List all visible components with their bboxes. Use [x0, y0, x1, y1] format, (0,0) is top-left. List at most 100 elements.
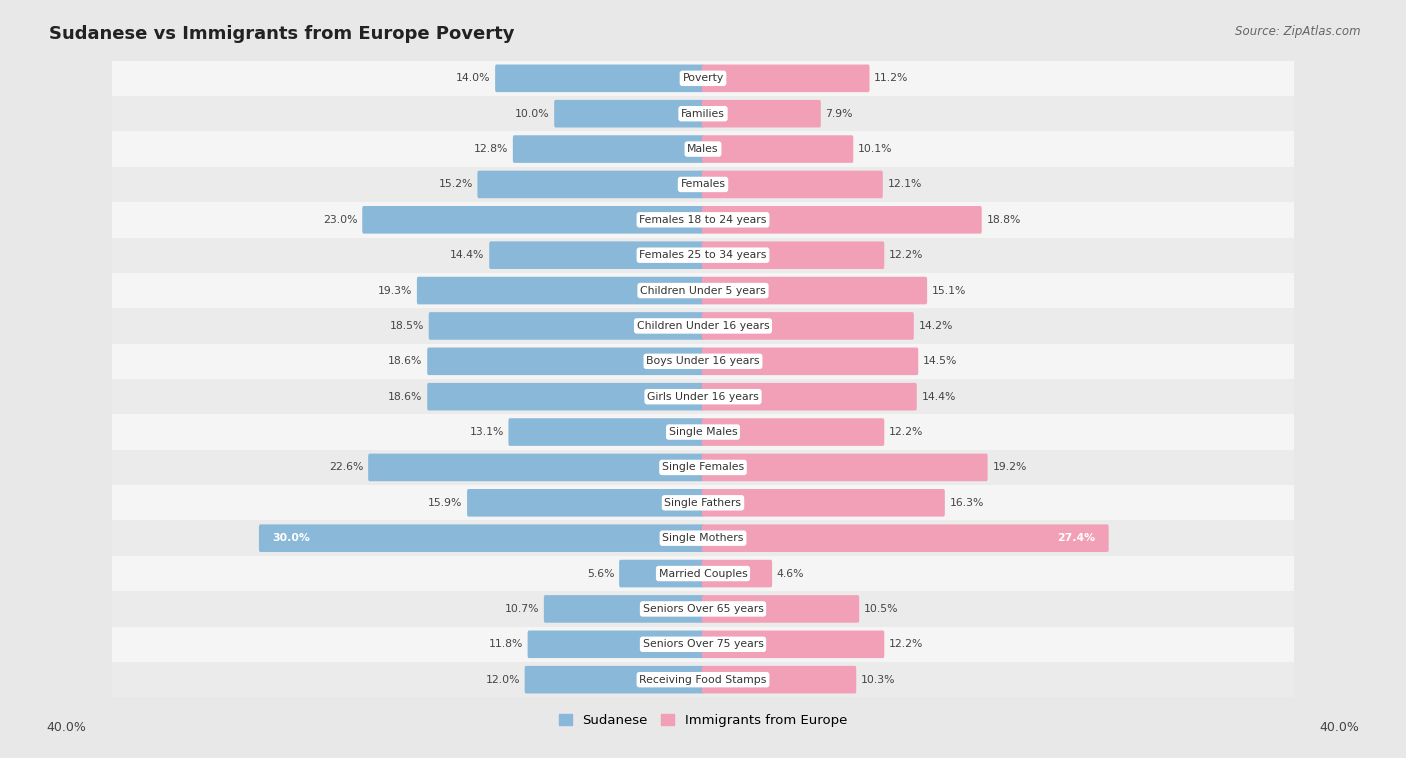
Text: 7.9%: 7.9%	[825, 108, 853, 119]
Bar	[112, 449, 1294, 485]
FancyBboxPatch shape	[544, 595, 704, 623]
FancyBboxPatch shape	[418, 277, 704, 305]
Text: Single Mothers: Single Mothers	[662, 533, 744, 543]
FancyBboxPatch shape	[527, 631, 704, 658]
FancyBboxPatch shape	[702, 418, 884, 446]
FancyBboxPatch shape	[554, 100, 704, 127]
Text: Females 18 to 24 years: Females 18 to 24 years	[640, 215, 766, 225]
Bar	[112, 485, 1294, 521]
FancyBboxPatch shape	[495, 64, 704, 92]
Text: 18.8%: 18.8%	[987, 215, 1021, 225]
Text: Seniors Over 75 years: Seniors Over 75 years	[643, 639, 763, 650]
FancyBboxPatch shape	[368, 453, 704, 481]
FancyBboxPatch shape	[702, 277, 927, 305]
FancyBboxPatch shape	[427, 347, 704, 375]
Legend: Sudanese, Immigrants from Europe: Sudanese, Immigrants from Europe	[554, 709, 852, 732]
Text: Children Under 5 years: Children Under 5 years	[640, 286, 766, 296]
Bar	[112, 662, 1294, 697]
Text: 10.0%: 10.0%	[515, 108, 550, 119]
Text: 22.6%: 22.6%	[329, 462, 363, 472]
Text: 14.5%: 14.5%	[922, 356, 957, 366]
Bar	[112, 627, 1294, 662]
FancyBboxPatch shape	[259, 525, 704, 552]
Text: 12.2%: 12.2%	[889, 639, 924, 650]
Text: Girls Under 16 years: Girls Under 16 years	[647, 392, 759, 402]
Text: 10.7%: 10.7%	[505, 604, 538, 614]
Text: Single Fathers: Single Fathers	[665, 498, 741, 508]
Text: 12.1%: 12.1%	[887, 180, 922, 190]
Bar	[112, 167, 1294, 202]
FancyBboxPatch shape	[702, 383, 917, 411]
FancyBboxPatch shape	[702, 241, 884, 269]
Bar	[112, 202, 1294, 237]
Text: 11.8%: 11.8%	[488, 639, 523, 650]
FancyBboxPatch shape	[427, 383, 704, 411]
Text: 10.3%: 10.3%	[860, 675, 896, 684]
Text: 18.6%: 18.6%	[388, 392, 422, 402]
Text: Receiving Food Stamps: Receiving Food Stamps	[640, 675, 766, 684]
Text: 19.3%: 19.3%	[378, 286, 412, 296]
Text: Females: Females	[681, 180, 725, 190]
Text: 15.1%: 15.1%	[932, 286, 966, 296]
Text: 30.0%: 30.0%	[271, 533, 309, 543]
Bar	[112, 379, 1294, 415]
FancyBboxPatch shape	[702, 64, 869, 92]
Bar	[112, 131, 1294, 167]
Bar	[112, 237, 1294, 273]
FancyBboxPatch shape	[429, 312, 704, 340]
Text: 19.2%: 19.2%	[993, 462, 1026, 472]
Text: 27.4%: 27.4%	[1057, 533, 1095, 543]
Text: Boys Under 16 years: Boys Under 16 years	[647, 356, 759, 366]
Bar	[112, 556, 1294, 591]
FancyBboxPatch shape	[702, 489, 945, 517]
Text: Females 25 to 34 years: Females 25 to 34 years	[640, 250, 766, 260]
Text: 10.1%: 10.1%	[858, 144, 893, 154]
FancyBboxPatch shape	[702, 347, 918, 375]
FancyBboxPatch shape	[702, 631, 884, 658]
Text: 12.8%: 12.8%	[474, 144, 508, 154]
Text: 14.0%: 14.0%	[456, 74, 491, 83]
Text: 12.2%: 12.2%	[889, 427, 924, 437]
Text: Single Males: Single Males	[669, 427, 737, 437]
Text: 40.0%: 40.0%	[1320, 721, 1360, 734]
Text: 14.4%: 14.4%	[450, 250, 485, 260]
Text: 16.3%: 16.3%	[949, 498, 984, 508]
Text: Poverty: Poverty	[682, 74, 724, 83]
FancyBboxPatch shape	[702, 559, 772, 587]
Text: Seniors Over 65 years: Seniors Over 65 years	[643, 604, 763, 614]
Bar	[112, 61, 1294, 96]
Text: Married Couples: Married Couples	[658, 568, 748, 578]
FancyBboxPatch shape	[619, 559, 704, 587]
Text: 15.9%: 15.9%	[427, 498, 463, 508]
FancyBboxPatch shape	[513, 135, 704, 163]
Text: 14.2%: 14.2%	[918, 321, 953, 331]
FancyBboxPatch shape	[702, 666, 856, 694]
FancyBboxPatch shape	[509, 418, 704, 446]
Text: 18.5%: 18.5%	[389, 321, 425, 331]
FancyBboxPatch shape	[702, 171, 883, 199]
FancyBboxPatch shape	[702, 595, 859, 623]
Bar	[112, 591, 1294, 627]
Text: 11.2%: 11.2%	[875, 74, 908, 83]
Text: Source: ZipAtlas.com: Source: ZipAtlas.com	[1236, 25, 1361, 38]
Text: 5.6%: 5.6%	[586, 568, 614, 578]
Bar	[112, 273, 1294, 309]
Text: Families: Families	[681, 108, 725, 119]
Text: 13.1%: 13.1%	[470, 427, 503, 437]
Text: 23.0%: 23.0%	[323, 215, 357, 225]
FancyBboxPatch shape	[702, 206, 981, 233]
FancyBboxPatch shape	[702, 453, 987, 481]
FancyBboxPatch shape	[702, 100, 821, 127]
FancyBboxPatch shape	[702, 312, 914, 340]
Text: Sudanese vs Immigrants from Europe Poverty: Sudanese vs Immigrants from Europe Pover…	[49, 25, 515, 43]
FancyBboxPatch shape	[478, 171, 704, 199]
FancyBboxPatch shape	[702, 525, 1109, 552]
Bar	[112, 309, 1294, 343]
Text: Males: Males	[688, 144, 718, 154]
Bar	[112, 343, 1294, 379]
Text: 12.2%: 12.2%	[889, 250, 924, 260]
Text: 4.6%: 4.6%	[778, 568, 804, 578]
Bar	[112, 415, 1294, 449]
Text: 10.5%: 10.5%	[863, 604, 898, 614]
FancyBboxPatch shape	[489, 241, 704, 269]
